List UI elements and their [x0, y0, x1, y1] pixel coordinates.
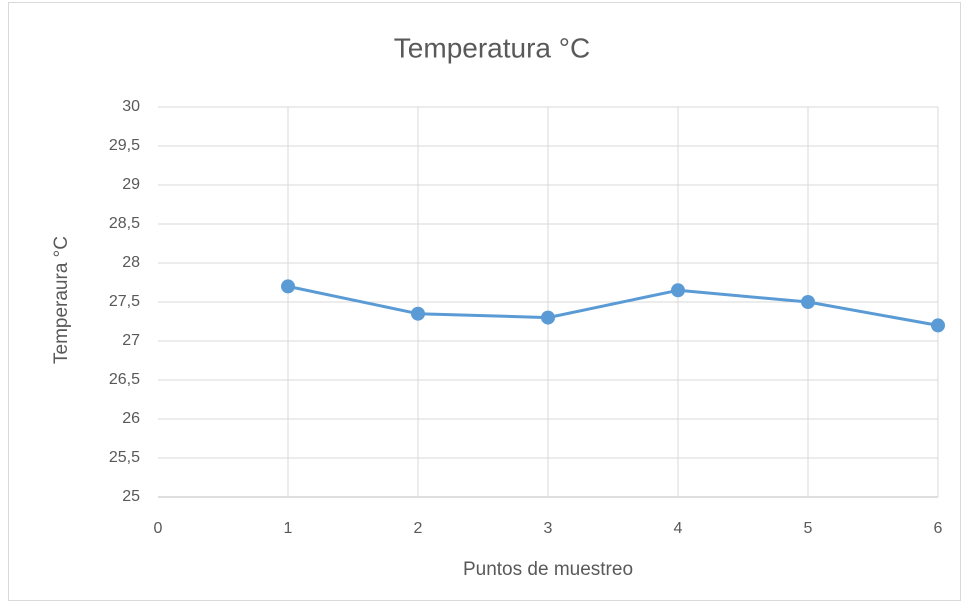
- x-tick-label: 0: [154, 520, 163, 537]
- y-tick-label: 28,5: [109, 215, 140, 232]
- y-tick-label: 27,5: [109, 293, 140, 310]
- data-point: [411, 306, 425, 321]
- data-line: [287, 284, 939, 327]
- y-tick-label: 26,5: [109, 371, 140, 388]
- y-tick-label: 25,5: [109, 449, 140, 466]
- y-tick-label: 26: [122, 410, 140, 427]
- y-tick-label: 27: [122, 332, 140, 349]
- data-point: [931, 318, 945, 333]
- y-axis-label: Temperaura °C: [51, 236, 72, 364]
- data-point: [541, 310, 555, 325]
- x-axis-label: Puntos de muestreo: [463, 559, 633, 580]
- x-tick-label: 1: [284, 520, 293, 537]
- y-tick-label: 29: [122, 176, 140, 193]
- data-point: [281, 279, 295, 294]
- y-tick-label: 28: [122, 254, 140, 271]
- y-tick-label: 29,5: [109, 137, 140, 154]
- x-tick-label: 4: [674, 520, 683, 537]
- data-point: [801, 295, 815, 309]
- y-tick-label: 30: [122, 98, 140, 115]
- chart-title: Temperatura °C: [394, 32, 590, 63]
- y-tick-label: 25: [122, 488, 140, 505]
- data-point: [671, 283, 685, 298]
- x-tick-label: 6: [934, 520, 943, 537]
- x-tick-label: 5: [804, 520, 813, 537]
- x-tick-label: 3: [544, 520, 553, 537]
- x-tick-label: 2: [414, 520, 423, 537]
